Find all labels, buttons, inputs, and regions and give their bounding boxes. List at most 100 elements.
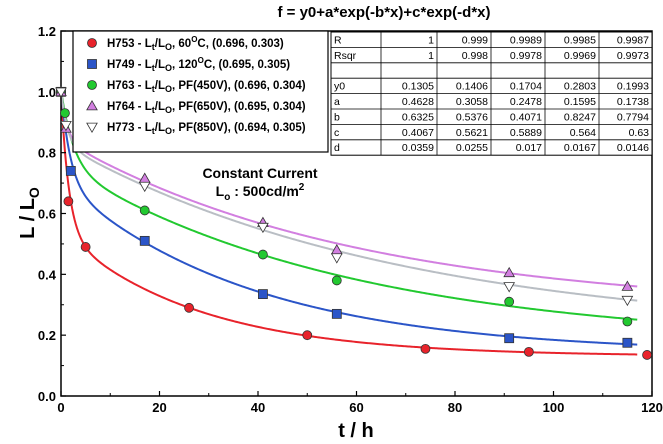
data-point-s1	[184, 302, 194, 313]
table-cell: 0.0167	[564, 142, 596, 154]
y-tick-label: 0.0	[38, 389, 56, 404]
table-cell: 1	[428, 34, 434, 46]
legend-box	[72, 30, 329, 153]
data-point-s5	[621, 295, 634, 307]
annotation-sup: 2	[299, 182, 305, 193]
table-cell: 0.9973	[617, 50, 649, 62]
table-cell: 0.2803	[564, 81, 596, 93]
table-cell: 0.3058	[456, 96, 488, 108]
table-cell: b	[334, 111, 340, 123]
table-cell: 0.1993	[617, 81, 649, 93]
y-tick-label: 0.2	[38, 328, 56, 343]
axis-ticks: 0 20 40 60 80 100 120 0.0 0.2 0.4 0.6 0.8 1.0 1.2	[38, 24, 663, 415]
table-cell: 0.9978	[510, 50, 542, 62]
table-cell: 0.63	[629, 127, 650, 139]
table-cell: 0.998	[462, 50, 488, 62]
data-point-s1	[302, 330, 313, 341]
x-tick-label: 60	[349, 400, 363, 415]
table-cell: 0.0255	[456, 142, 488, 154]
annotation: Constant Current Lo : 500cd/m2	[202, 165, 317, 203]
legend-label-4: H764 - Lt/LO, PF(650V), (0.695, 0.304)	[107, 101, 306, 115]
x-tick-label: 80	[448, 400, 462, 415]
table-cell: 0.0359	[402, 142, 434, 154]
x-tick-label: 120	[641, 400, 663, 415]
x-tick-label: 100	[543, 400, 565, 415]
data-point-s2	[258, 289, 268, 300]
data-point-s2	[65, 166, 76, 176]
data-point-s2	[139, 235, 150, 246]
table-cell: 0.0146	[617, 142, 649, 154]
table-cell: 0.8247	[564, 111, 596, 123]
legend-label-3: H763 - Lt/LO, PF(450V), (0.696, 0.304)	[107, 80, 306, 94]
y-axis-label: L / LO	[17, 187, 42, 239]
table-cell: 0.2478	[510, 96, 542, 108]
data-point-s3	[60, 108, 70, 119]
table-cell: y0	[334, 81, 345, 93]
data-point-s3	[139, 205, 150, 216]
legend: H753 - Lt/LO, 60OC, (0.696, 0.303) H749 -…	[72, 30, 329, 153]
data-point-s4	[138, 172, 151, 183]
annotation-line2: Lo : 500cd/m2	[216, 182, 305, 203]
data-point-s1	[420, 343, 431, 354]
data-point-s2	[622, 337, 633, 348]
data-point-s3	[331, 275, 342, 286]
table-cell: 0.7794	[617, 111, 649, 123]
y-axis-label-sub: O	[26, 187, 42, 198]
legend-marker-1	[87, 38, 97, 48]
fit-curves	[60, 89, 638, 356]
fit-curve-4	[60, 90, 638, 288]
fit-curve-2	[60, 89, 638, 346]
legend-marker-2	[87, 59, 97, 69]
table-cell: 0.9985	[564, 34, 596, 46]
legend-items: H753 - Lt/LO, 60OC, (0.696, 0.303) H749 -…	[86, 35, 306, 136]
fit-curve-3	[60, 89, 638, 321]
table-cell: 0.4628	[402, 96, 434, 108]
data-point-s5	[503, 282, 516, 293]
table-cell: 0.5376	[456, 111, 488, 123]
table-cell: 0.5889	[510, 127, 542, 139]
legend-label-1: H753 - Lt/LO, 60OC, (0.696, 0.303)	[107, 35, 284, 52]
chart-title: f = y0+a*exp(-b*x)+c*exp(-d*x)	[277, 4, 490, 21]
table-cell: 0.6325	[402, 111, 434, 123]
x-tick-label: 20	[152, 400, 166, 415]
table-cell: 0.4067	[402, 127, 434, 139]
data-point-s5	[257, 222, 269, 234]
table-cell: 0.1704	[510, 81, 542, 93]
table-cell: d	[334, 142, 340, 154]
legend-marker-5	[86, 122, 98, 133]
data-point-s1	[642, 350, 652, 360]
x-axis-label: t / h	[338, 420, 374, 442]
y-tick-label: 1.2	[38, 24, 56, 39]
data-point-s1	[63, 196, 74, 207]
fit-curve-5	[60, 90, 638, 302]
legend-label-5: H773 - Lt/LO, PF(850V), (0.694, 0.305)	[107, 122, 306, 136]
fit-curve-1	[60, 91, 638, 356]
table-cell: c	[334, 127, 339, 139]
data-point-s5	[55, 87, 67, 98]
y-tick-label: 1.0	[38, 85, 56, 100]
fit-parameter-table: R 1 0.999 0.9989 0.9985 0.9987 Rsqr 1 0.998 0.997…	[330, 31, 653, 156]
data-point-s4	[503, 266, 516, 278]
data-point-s4	[621, 280, 634, 291]
table-cell: 0.1738	[617, 96, 649, 108]
data-points	[55, 85, 652, 360]
data-point-s1	[523, 346, 534, 357]
data-point-s3	[258, 249, 268, 260]
data-point-s5	[60, 121, 72, 132]
y-axis-label-main: L / L	[17, 198, 39, 239]
table-cell: a	[334, 96, 340, 108]
y-tick-label: 0.6	[38, 207, 56, 222]
legend-label-2: H749 - Lt/LO, 120OC, (0.695, 0.305)	[107, 56, 290, 73]
annotation-value: : 500cd/m	[230, 183, 298, 199]
table-cell: Rsqr	[334, 50, 357, 62]
data-point-s2	[331, 308, 342, 319]
table-cell: 0.999	[462, 34, 488, 46]
table-cell: 0.5621	[456, 127, 488, 139]
table-cell: 0.1595	[564, 96, 596, 108]
legend-marker-3	[87, 80, 97, 90]
table-cell: 0.9969	[564, 50, 596, 62]
table-cell: R	[334, 34, 342, 46]
data-point-s3	[622, 316, 633, 327]
y-tick-label: 0.8	[38, 146, 56, 161]
x-tick-label: 40	[251, 400, 265, 415]
